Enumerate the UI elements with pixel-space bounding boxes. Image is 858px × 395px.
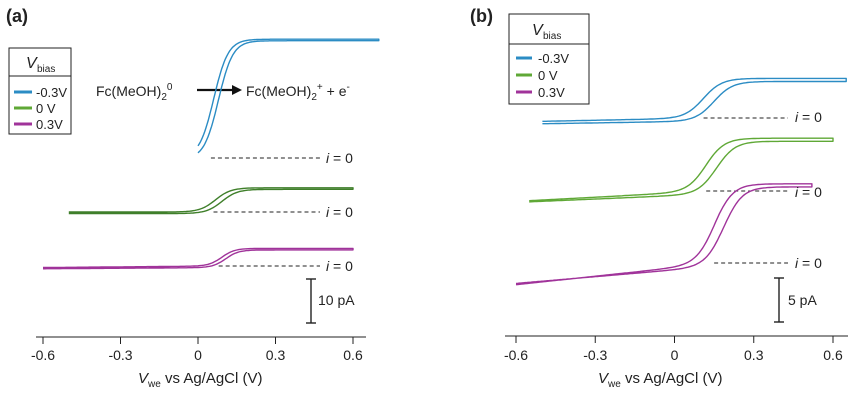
panel-a-legend-label-2: 0.3V <box>36 117 63 132</box>
x-tick-label-3: 0.3 <box>744 347 764 363</box>
panel-b-label: (b) <box>470 6 493 26</box>
series-1-curve <box>68 187 354 215</box>
panel-a-x-axis: -0.6 -0.3 0 0.3 0.6 <box>31 336 366 363</box>
reaction-product: Fc(MeOH)2+ + e- <box>246 82 350 103</box>
panel-a: (a) V bias -0.3V 0 V 0.3V Fc(MeOH)20 Fc(… <box>6 6 380 390</box>
panel-a-reaction: Fc(MeOH)20 Fc(MeOH)2+ + e- <box>96 82 350 103</box>
panel-a-scale-bar: 10 pA <box>306 278 355 324</box>
panel-b-legend-title: V <box>532 22 544 39</box>
x-tick-label-1: -0.3 <box>583 347 607 363</box>
panel-a-legend-label-1: 0 V <box>36 101 56 116</box>
panel-b-zero-label-0: i = 0 <box>795 109 822 125</box>
panel-b-legend-title-sub: bias <box>543 31 561 42</box>
x-tick-label-0: -0.6 <box>504 347 528 363</box>
panel-b: (b) V bias -0.3V 0 V 0.3V i = 0 i = 0 i … <box>470 6 848 390</box>
panel-a-label: (a) <box>6 6 28 26</box>
panel-b-scale-bar: 5 pA <box>774 277 817 323</box>
panel-a-scale-label: 10 pA <box>318 292 355 308</box>
panel-a-curves <box>43 38 380 270</box>
panel-b-x-axis-title: Vwe vs Ag/AgCl (V) <box>598 370 723 390</box>
x-tick-label-4: 0.6 <box>343 347 363 363</box>
x-tick-label-2: 0 <box>194 347 202 363</box>
series-2-curve <box>43 247 354 270</box>
panel-a-zero-label-2: i = 0 <box>326 258 353 274</box>
x-tick-label-3: 0.3 <box>266 347 286 363</box>
panel-b-zero-label-2: i = 0 <box>795 255 822 271</box>
x-tick-label-1: -0.3 <box>108 347 132 363</box>
panel-b-legend-label-0: -0.3V <box>538 51 569 66</box>
panel-a-legend-title: V <box>26 55 38 72</box>
series-2-curve <box>515 183 813 286</box>
reaction-arrow-head <box>232 85 242 95</box>
panel-b-legend-label-1: 0 V <box>538 68 558 83</box>
panel-a-legend-label-0: -0.3V <box>36 85 67 100</box>
panel-b-x-axis: -0.6 -0.3 0 0.3 0.6 <box>504 335 848 363</box>
panel-b-legend-label-2: 0.3V <box>538 85 565 100</box>
series-1-curve <box>529 137 834 203</box>
panel-a-zero-label-1: i = 0 <box>326 204 353 220</box>
series-0-curve <box>542 77 847 125</box>
panel-b-curves <box>515 77 847 286</box>
panel-a-zero-label-0: i = 0 <box>326 150 353 166</box>
reaction-reactant: Fc(MeOH)20 <box>96 82 173 103</box>
panel-a-x-axis-title: Vwe vs Ag/AgCl (V) <box>138 370 263 390</box>
panel-a-legend: V bias -0.3V 0 V 0.3V <box>8 47 72 135</box>
panel-b-legend: V bias -0.3V 0 V 0.3V <box>508 13 590 105</box>
panel-a-legend-title-sub: bias <box>37 64 55 75</box>
panel-b-zero-label-1: i = 0 <box>795 184 822 200</box>
panel-b-scale-label: 5 pA <box>788 292 817 308</box>
series-0-curve <box>197 38 380 154</box>
x-tick-label-2: 0 <box>671 347 679 363</box>
x-tick-label-4: 0.6 <box>823 347 843 363</box>
x-tick-label-0: -0.6 <box>31 347 55 363</box>
